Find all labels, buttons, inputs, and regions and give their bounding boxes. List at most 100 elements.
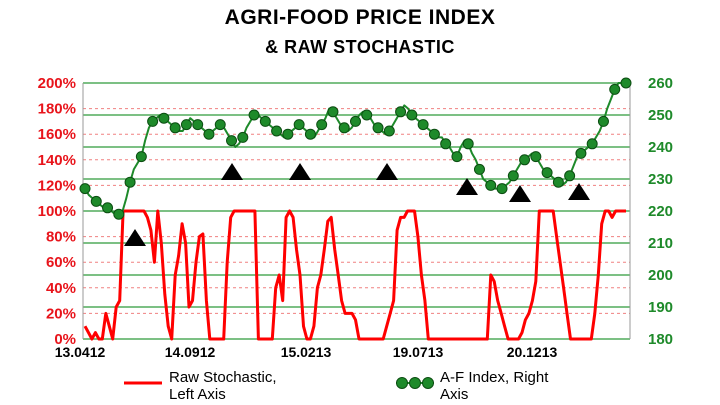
index-line [84,82,626,216]
legend-index-label-2: Axis [440,386,468,403]
index-point [259,115,271,127]
index-point [530,151,542,163]
series-layer [79,77,632,341]
right-tick-label: 240 [648,139,673,156]
index-point [203,128,215,140]
index-point [609,83,621,95]
legend-index-label-1: A-F Index, Right [440,369,549,386]
right-tick-label: 250 [648,107,673,124]
index-point [169,122,181,134]
x-tick-label: 19.0713 [393,344,444,360]
index-point [338,122,350,134]
right-tick-label: 260 [648,75,673,92]
left-tick-label: 140% [38,152,76,169]
grid-lines [82,82,631,340]
index-point [428,128,440,140]
stochastic-line [83,209,626,341]
legend-index-swatch-dot-3 [422,377,434,389]
index-point [440,138,452,150]
signal-triangle [221,163,243,180]
x-tick-label: 15.0213 [281,344,332,360]
index-point [462,138,474,150]
index-point [271,125,283,137]
index-point [620,77,632,89]
right-axis-ticks: 180 190 200 210 220 230 240 250 260 [648,75,673,348]
signal-markers [124,163,590,246]
index-point [158,112,170,124]
index-point [496,183,508,195]
index-point [361,109,373,121]
right-tick-label: 200 [648,267,673,284]
right-tick-label: 180 [648,331,673,348]
index-point [113,208,125,220]
signal-triangle [376,163,398,180]
right-tick-label: 220 [648,203,673,220]
left-tick-label: 200% [38,75,76,92]
left-tick-label: 0% [54,331,76,348]
index-point [383,125,395,137]
signal-triangle [289,163,311,180]
signal-triangle [456,178,478,195]
chart-subtitle: & RAW STOCHASTIC [265,37,455,57]
index-point [485,179,497,191]
legend-index-swatch-dot-2 [409,377,421,389]
index-point [135,151,147,163]
index-point [519,154,531,166]
index-point [79,183,91,195]
index-point [304,128,316,140]
chart-title: AGRI-FOOD PRICE INDEX [224,6,496,29]
x-tick-label: 14.0912 [165,344,216,360]
legend-stoch-label-2: Left Axis [169,386,226,403]
index-point [293,119,305,131]
x-tick-label: 13.0412 [55,344,106,360]
x-axis-ticks: 13.0412 14.0912 15.0213 19.0713 20.1213 [55,344,558,360]
index-point [327,106,339,118]
index-point [147,115,159,127]
index-point [90,195,102,207]
signal-triangle [568,183,590,200]
left-axis-ticks: 0% 20% 40% 60% 80% 100% 120% 140% 160% 180% 200% [38,75,76,348]
index-point [575,147,587,159]
left-tick-label: 40% [46,280,76,297]
left-tick-label: 60% [46,254,76,271]
legend: Raw Stochastic, Left Axis A-F Index, Rig… [124,369,549,403]
signal-triangle [509,185,531,202]
index-point [372,122,384,134]
left-tick-label: 120% [38,177,76,194]
index-point [124,176,136,188]
index-point [248,109,260,121]
index-point [214,119,226,131]
left-tick-label: 160% [38,126,76,143]
index-point [586,138,598,150]
right-tick-label: 210 [648,235,673,252]
left-tick-label: 180% [38,101,76,118]
index-point [417,119,429,131]
index-point [350,115,361,127]
left-tick-label: 80% [46,229,76,246]
index-point [282,128,294,140]
legend-stoch-label-1: Raw Stochastic, [169,369,277,386]
index-point [406,109,418,121]
left-tick-label: 100% [38,203,76,220]
index-point [316,119,328,131]
index-point [597,115,609,127]
x-tick-label: 20.1213 [507,344,558,360]
index-point [552,176,564,188]
signal-triangle [124,229,146,246]
right-tick-label: 230 [648,171,673,188]
index-point [473,163,485,175]
index-point [451,151,463,163]
index-point [564,170,576,182]
index-point [237,131,249,143]
index-point [102,202,114,214]
left-tick-label: 20% [46,305,76,322]
index-point [541,167,553,179]
legend-index-swatch-dot-1 [396,377,408,389]
index-point [507,170,519,182]
right-tick-label: 190 [648,299,673,316]
index-point [226,135,238,147]
index-point [192,119,204,131]
index-point [395,106,407,118]
index-point [180,119,192,131]
